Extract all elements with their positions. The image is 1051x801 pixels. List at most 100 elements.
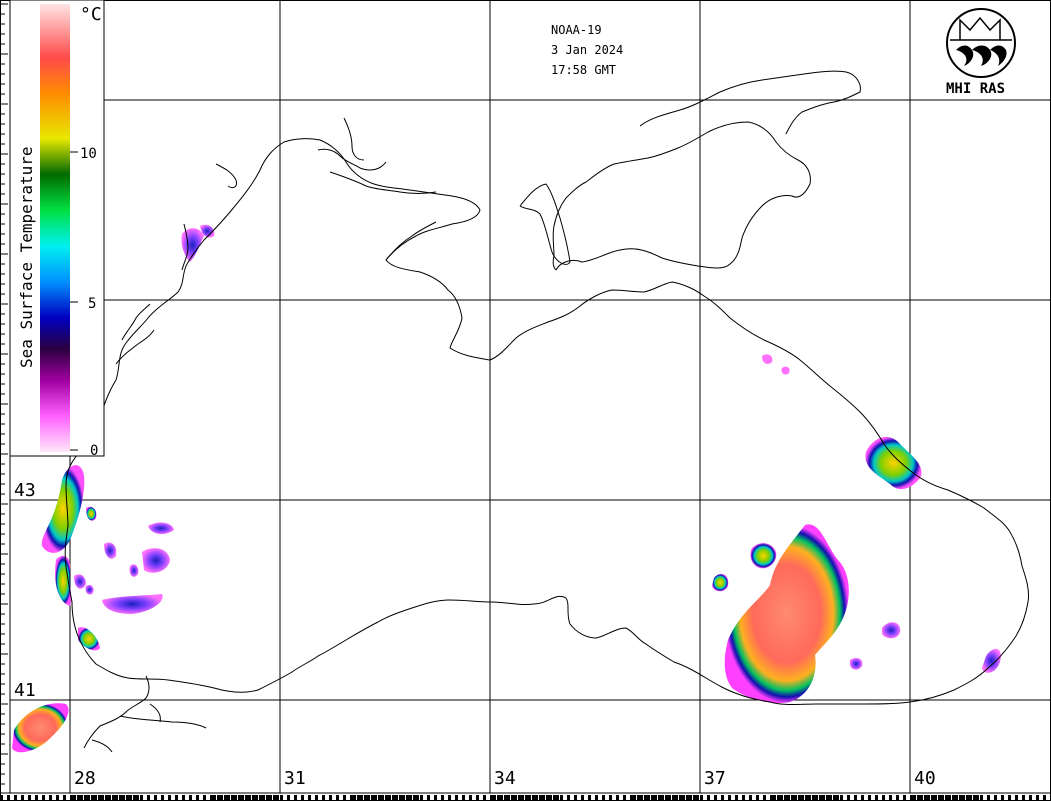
ruler-tick xyxy=(14,795,17,801)
colorbar-title: Sea Surface Temperature xyxy=(17,146,36,368)
ruler-tick xyxy=(42,795,45,801)
ruler-tick xyxy=(448,795,451,801)
ruler-tick xyxy=(630,795,636,801)
colorbar-tick-5: 5 xyxy=(88,296,96,312)
ruler-tick xyxy=(357,795,363,801)
ruler-tick xyxy=(742,795,745,801)
ruler-tick xyxy=(868,795,871,801)
ruler-tick xyxy=(917,795,923,801)
ruler-tick xyxy=(427,795,430,801)
ruler-tick xyxy=(700,795,703,801)
ruler-tick xyxy=(266,795,272,801)
ruler-tick xyxy=(21,795,24,801)
ruler-tick xyxy=(973,795,979,801)
ruler-tick xyxy=(231,795,237,801)
ruler-tick xyxy=(777,795,783,801)
ruler-tick xyxy=(301,795,304,801)
ruler-tick xyxy=(294,795,297,801)
ruler-tick xyxy=(588,795,591,801)
ruler-tick xyxy=(763,795,766,801)
ruler-tick xyxy=(399,795,405,801)
ruler-tick xyxy=(896,795,899,801)
ruler-tick xyxy=(196,795,199,801)
ruler-tick xyxy=(112,795,118,801)
ruler-tick xyxy=(504,795,510,801)
ruler-tick xyxy=(749,795,752,801)
ruler-tick xyxy=(602,795,605,801)
ruler-tick xyxy=(434,795,437,801)
ruler-tick xyxy=(833,795,839,801)
ruler-tick xyxy=(882,795,885,801)
ruler-tick xyxy=(161,795,164,801)
ruler-tick xyxy=(490,795,496,801)
logo-text: MHI RAS xyxy=(946,81,1005,97)
ruler-tick xyxy=(308,795,311,801)
lon-label-28: 28 xyxy=(74,768,96,789)
ruler-tick xyxy=(84,795,90,801)
colorbar-gradient xyxy=(40,4,70,452)
ruler-tick xyxy=(672,795,678,801)
lon-label-34: 34 xyxy=(494,768,516,789)
ruler-tick xyxy=(679,795,685,801)
ruler-tick xyxy=(826,795,832,801)
ruler-tick xyxy=(224,795,230,801)
ruler-tick xyxy=(686,795,692,801)
ruler-tick xyxy=(182,795,185,801)
ruler-tick xyxy=(609,795,612,801)
ruler-tick xyxy=(49,795,52,801)
satellite-name: NOAA-19 xyxy=(551,23,602,37)
ruler-tick xyxy=(350,795,356,801)
lon-label-37: 37 xyxy=(704,768,726,789)
ruler-tick xyxy=(805,795,811,801)
ruler-tick xyxy=(714,795,717,801)
ruler-tick xyxy=(637,795,643,801)
ruler-tick xyxy=(322,795,325,801)
colorbar-tick-10: 10 xyxy=(80,146,97,162)
ruler-tick xyxy=(665,795,671,801)
ruler-tick xyxy=(959,795,965,801)
ruler-tick xyxy=(1036,795,1039,801)
ruler-tick xyxy=(994,795,997,801)
ruler-tick xyxy=(469,795,472,801)
ruler-tick xyxy=(651,795,657,801)
ruler-tick xyxy=(483,795,486,801)
left-ruler xyxy=(0,0,11,793)
ruler-tick xyxy=(238,795,244,801)
ruler-tick xyxy=(245,795,251,801)
ruler-tick xyxy=(784,795,790,801)
ruler-tick xyxy=(721,795,724,801)
ruler-tick xyxy=(287,795,290,801)
ruler-tick xyxy=(847,795,850,801)
ruler-tick xyxy=(77,795,83,801)
colorbar-unit: °C xyxy=(80,4,102,25)
ruler-tick xyxy=(854,795,857,801)
ruler-tick xyxy=(532,795,538,801)
lat-label-41: 41 xyxy=(14,680,36,701)
ruler-tick xyxy=(91,795,97,801)
ruler-tick xyxy=(525,795,531,801)
ruler-tick xyxy=(623,795,626,801)
ruler-tick xyxy=(903,795,906,801)
ruler-tick xyxy=(812,795,818,801)
ruler-tick xyxy=(364,795,370,801)
ruler-tick xyxy=(217,795,223,801)
ruler-tick xyxy=(707,795,710,801)
graticule xyxy=(10,0,1051,793)
ruler-tick xyxy=(497,795,503,801)
ruler-tick xyxy=(126,795,132,801)
sst-patches xyxy=(12,224,1001,753)
lon-label-31: 31 xyxy=(284,768,306,789)
coastline xyxy=(64,70,1029,753)
ruler-tick xyxy=(595,795,598,801)
ruler-tick xyxy=(98,795,104,801)
ruler-tick xyxy=(168,795,171,801)
ruler-tick xyxy=(875,795,878,801)
ruler-tick xyxy=(280,795,283,801)
lat-label-43: 43 xyxy=(14,480,36,501)
ruler-tick xyxy=(644,795,650,801)
ruler-tick xyxy=(819,795,825,801)
image-date: 3 Jan 2024 xyxy=(551,43,623,57)
ruler-tick xyxy=(987,795,990,801)
ruler-tick xyxy=(119,795,125,801)
